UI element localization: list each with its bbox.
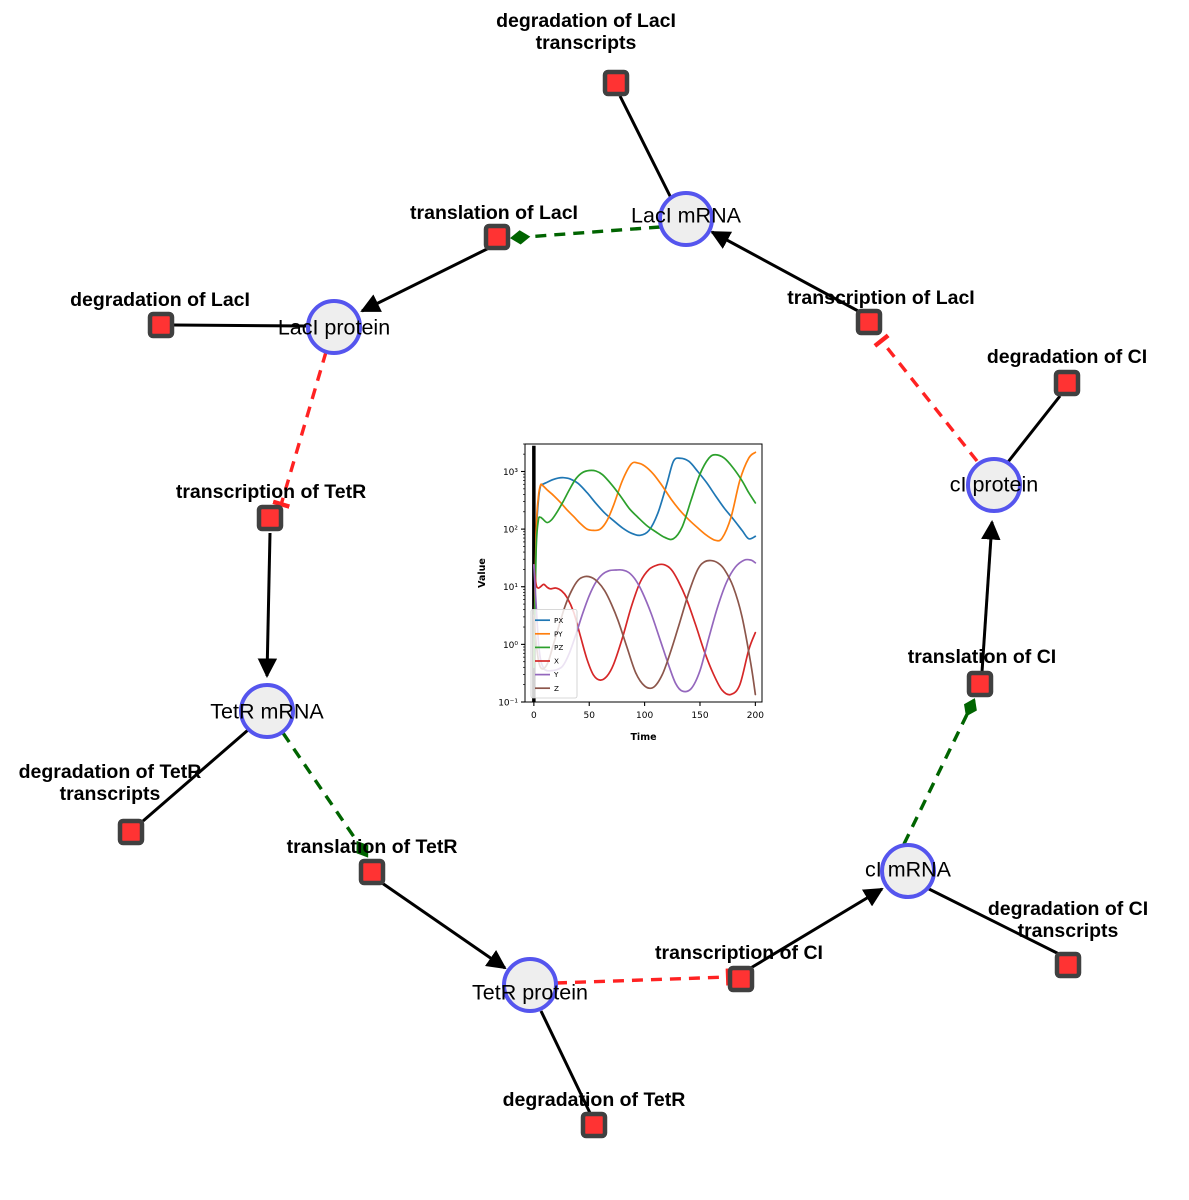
reaction-node-deg_ci_transcripts[interactable] <box>1054 951 1082 979</box>
chart-x-tick-label: 0 <box>531 711 537 721</box>
edge-transcription-tetr-to-mrna <box>257 532 278 678</box>
chart-line-PY <box>533 451 757 663</box>
reaction-node-transcription_ci[interactable] <box>727 965 755 993</box>
edge-transcription-ci-to-mrna <box>748 887 884 971</box>
species-nodes-layer <box>239 191 1022 1013</box>
reaction-node-translation_ci[interactable] <box>966 670 994 698</box>
reaction-node-deg_tetr_transcripts[interactable] <box>117 818 145 846</box>
species-node-ci_mrna[interactable] <box>880 843 936 899</box>
reaction-node-deg_tetr[interactable] <box>580 1111 608 1139</box>
edge-group-production-consumption <box>142 95 1062 1114</box>
edge-group-inhibition <box>272 333 979 986</box>
chart-y-tick-label: 10¹ <box>503 583 518 593</box>
species-node-laci_protein[interactable] <box>306 299 362 355</box>
chart-xlabel: Time <box>630 732 656 743</box>
reaction-node-translation_laci[interactable] <box>483 223 511 251</box>
species-node-tetr_protein[interactable] <box>502 957 558 1013</box>
chart-legend-label-PZ: PZ <box>554 643 563 652</box>
reaction-nodes-layer <box>117 69 1082 1139</box>
chart-legend-box <box>530 608 578 699</box>
edge-inhibition-tetr-protein <box>555 968 731 986</box>
edge-transcription-laci-to-mrna <box>710 230 861 314</box>
edge-deg-ci <box>1006 395 1062 463</box>
edge-inhibition-ci-protein <box>873 333 979 463</box>
chart-y-tick-label: 10² <box>503 526 518 536</box>
edge-translation-tetr-to-protein <box>381 881 507 970</box>
chart-legend-label-PY: PY <box>554 629 563 638</box>
reaction-node-transcription_tetr[interactable] <box>256 504 284 532</box>
chart-x-tick-label: 100 <box>636 711 653 721</box>
reaction-node-deg_laci[interactable] <box>147 311 175 339</box>
chart-y-tick-label: 10⁻¹ <box>498 698 518 708</box>
edge-group-catalysis <box>281 225 977 858</box>
edge-deg-laci <box>173 323 308 328</box>
chart-line-X <box>533 563 757 696</box>
reaction-node-translation_tetr[interactable] <box>358 858 386 886</box>
species-node-laci_mrna[interactable] <box>658 191 714 247</box>
chart-svg: 10⁻¹ 10⁰ 10¹ 10² 10³ 0 50 100 150 200 PX PY PZ XYZ Tim… <box>477 443 764 743</box>
chart-x-tick-label: 200 <box>747 711 764 721</box>
chart-legend-label-X: X <box>554 657 559 666</box>
chart-x-tick-label: 50 <box>584 711 596 721</box>
species-node-tetr_mrna[interactable] <box>239 683 295 739</box>
edge-deg-tetr <box>539 1010 592 1114</box>
chart-line-PZ <box>533 453 757 669</box>
chart-y-tick-label: 10³ <box>503 468 518 478</box>
chart-ylabel: Value <box>477 558 488 588</box>
edge-catalysis-ci-mrna <box>902 698 977 845</box>
edge-translation-ci-to-protein <box>980 520 1001 673</box>
reaction-node-deg_ci[interactable] <box>1053 369 1081 397</box>
chart-legend-label-Z: Z <box>554 684 559 693</box>
edge-catalysis-laci-mrna <box>509 225 661 245</box>
simulation-inset-chart: 10⁻¹ 10⁰ 10¹ 10² 10³ 0 50 100 150 200 PX PY PZ X Y Z Tim… <box>473 434 772 748</box>
chart-x-tick-label: 150 <box>691 711 708 721</box>
species-node-ci_protein[interactable] <box>966 457 1022 513</box>
edge-translation-laci-to-protein <box>360 246 490 313</box>
edge-deg-tetr-transcripts <box>142 728 249 823</box>
edge-deg-laci-transcripts <box>618 95 674 201</box>
chart-line-PX <box>533 457 757 663</box>
reaction-node-transcription_laci[interactable] <box>855 308 883 336</box>
chart-y-tick-label: 10⁰ <box>503 641 518 651</box>
reaction-node-deg_laci_transcripts[interactable] <box>602 69 630 97</box>
edge-catalysis-tetr-mrna <box>281 732 369 858</box>
chart-legend-label-PX: PX <box>554 616 563 625</box>
edge-inhibition-laci-protein <box>272 351 328 509</box>
edge-deg-ci-transcripts <box>926 886 1060 956</box>
chart-legend-label-Y: Y <box>553 670 559 679</box>
